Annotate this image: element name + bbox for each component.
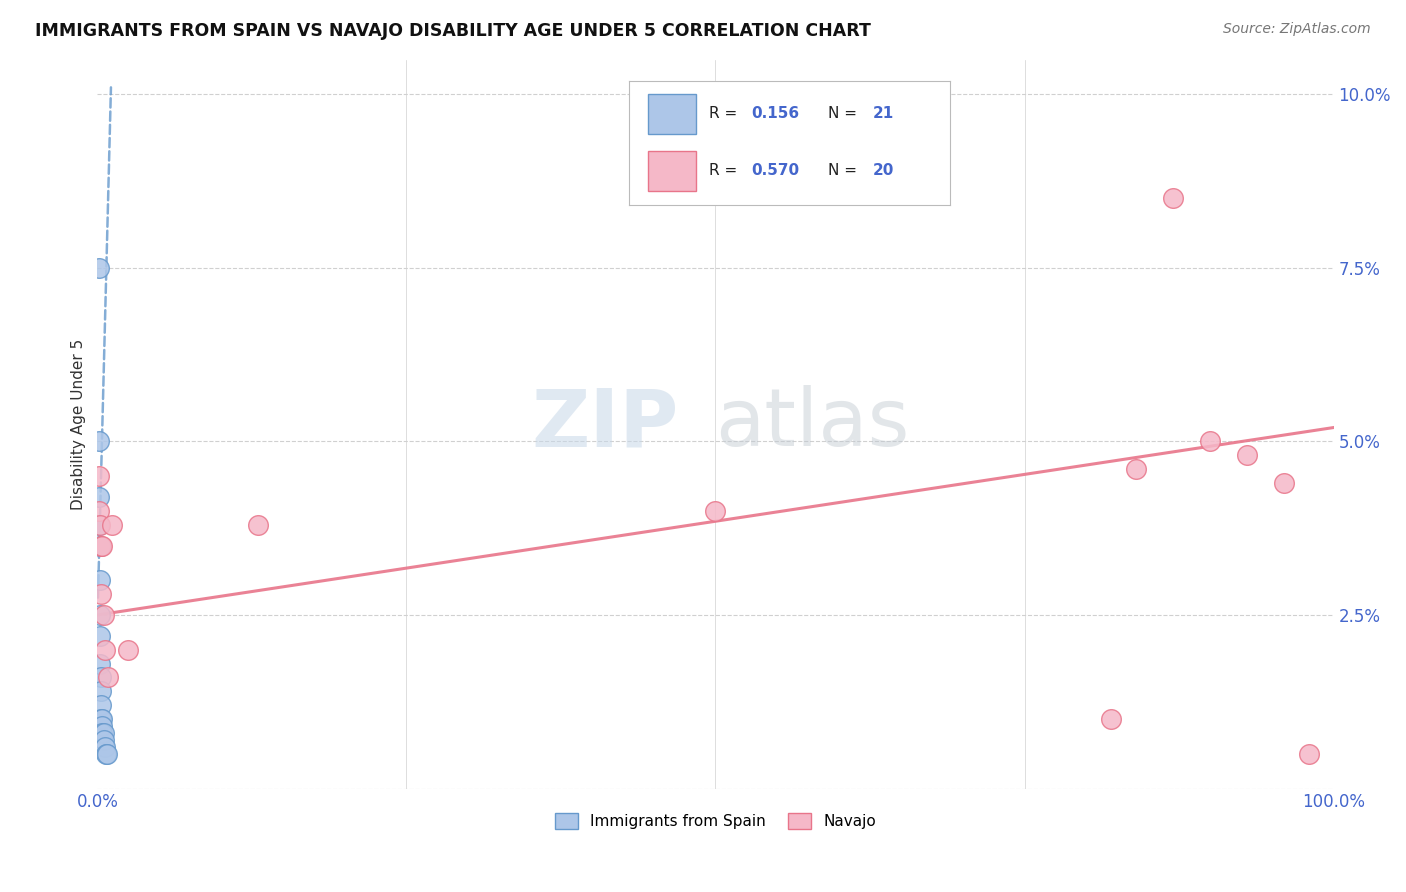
Point xyxy=(93,726,115,740)
Point xyxy=(87,469,110,483)
Point xyxy=(89,574,111,588)
Point xyxy=(89,629,111,643)
Point xyxy=(1099,712,1122,726)
Point xyxy=(94,739,117,754)
Point xyxy=(1298,747,1320,761)
Point xyxy=(90,712,112,726)
Point xyxy=(94,642,117,657)
Point xyxy=(91,712,114,726)
Point xyxy=(90,539,112,553)
Point xyxy=(117,642,139,657)
Point xyxy=(1161,191,1184,205)
Point xyxy=(247,517,270,532)
Text: IMMIGRANTS FROM SPAIN VS NAVAJO DISABILITY AGE UNDER 5 CORRELATION CHART: IMMIGRANTS FROM SPAIN VS NAVAJO DISABILI… xyxy=(35,22,872,40)
Point xyxy=(91,719,114,733)
Point xyxy=(87,504,110,518)
Point xyxy=(90,587,112,601)
Point xyxy=(91,539,114,553)
Point xyxy=(90,684,112,698)
Point xyxy=(96,747,118,761)
Text: Source: ZipAtlas.com: Source: ZipAtlas.com xyxy=(1223,22,1371,37)
Point xyxy=(704,504,727,518)
Point xyxy=(1199,434,1222,449)
Legend: Immigrants from Spain, Navajo: Immigrants from Spain, Navajo xyxy=(548,807,883,836)
Point xyxy=(1125,462,1147,476)
Point xyxy=(89,657,111,671)
Point xyxy=(94,747,117,761)
Y-axis label: Disability Age Under 5: Disability Age Under 5 xyxy=(72,338,86,509)
Point xyxy=(93,733,115,747)
Point xyxy=(1272,476,1295,491)
Text: atlas: atlas xyxy=(716,385,910,463)
Point xyxy=(89,539,111,553)
Point xyxy=(87,490,110,504)
Point xyxy=(97,670,120,684)
Point xyxy=(93,607,115,622)
Point xyxy=(89,607,111,622)
Point xyxy=(87,260,110,275)
Point xyxy=(87,517,110,532)
Point xyxy=(101,517,124,532)
Point xyxy=(90,670,112,684)
Point xyxy=(87,434,110,449)
Point xyxy=(91,726,114,740)
Text: ZIP: ZIP xyxy=(531,385,679,463)
Point xyxy=(89,517,111,532)
Point xyxy=(90,698,112,713)
Point xyxy=(1236,448,1258,462)
